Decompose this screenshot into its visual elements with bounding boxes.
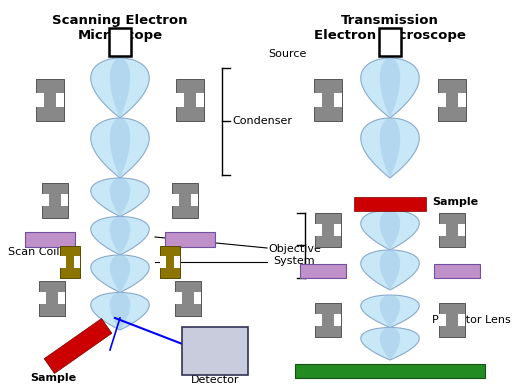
Bar bbox=[438, 93, 446, 107]
Bar bbox=[60, 194, 68, 206]
Polygon shape bbox=[91, 293, 149, 330]
Bar bbox=[438, 79, 466, 121]
Bar bbox=[196, 93, 204, 107]
Bar bbox=[42, 194, 49, 206]
Polygon shape bbox=[91, 118, 149, 178]
Bar bbox=[60, 256, 66, 268]
Bar bbox=[354, 197, 426, 211]
Bar bbox=[160, 246, 180, 278]
Polygon shape bbox=[380, 118, 400, 178]
Bar bbox=[176, 93, 184, 107]
Bar bbox=[36, 93, 44, 107]
Bar bbox=[315, 213, 341, 247]
Text: Condenser: Condenser bbox=[232, 116, 292, 126]
Text: Projector Lens: Projector Lens bbox=[432, 315, 511, 325]
Text: Scan Coils: Scan Coils bbox=[8, 247, 65, 257]
Bar bbox=[314, 79, 342, 121]
Polygon shape bbox=[91, 58, 149, 118]
Text: Screen: Screen bbox=[435, 366, 478, 376]
Text: Transmission
Electron Microscope: Transmission Electron Microscope bbox=[314, 14, 466, 42]
Polygon shape bbox=[110, 293, 130, 330]
Text: Sample: Sample bbox=[30, 373, 76, 383]
Polygon shape bbox=[110, 118, 130, 178]
Bar bbox=[176, 79, 204, 121]
Bar bbox=[315, 314, 322, 326]
Polygon shape bbox=[361, 210, 419, 250]
Polygon shape bbox=[361, 58, 419, 118]
Bar bbox=[74, 256, 80, 268]
Bar bbox=[175, 256, 180, 268]
Bar bbox=[172, 182, 198, 217]
Bar bbox=[36, 79, 64, 121]
Bar bbox=[439, 213, 465, 247]
Bar bbox=[44, 319, 112, 373]
Bar bbox=[42, 182, 68, 217]
Polygon shape bbox=[380, 328, 400, 360]
Bar bbox=[295, 364, 485, 378]
Bar bbox=[315, 224, 322, 236]
Bar bbox=[56, 93, 64, 107]
Text: Objective
System: Objective System bbox=[268, 244, 321, 266]
Bar bbox=[109, 28, 131, 56]
Bar bbox=[439, 314, 446, 326]
Polygon shape bbox=[361, 295, 419, 328]
Bar bbox=[194, 292, 201, 304]
Polygon shape bbox=[380, 58, 400, 118]
Polygon shape bbox=[110, 217, 130, 255]
Polygon shape bbox=[380, 250, 400, 290]
Polygon shape bbox=[361, 250, 419, 290]
Bar bbox=[458, 314, 465, 326]
Polygon shape bbox=[91, 217, 149, 255]
Bar bbox=[39, 280, 65, 315]
Bar bbox=[160, 256, 166, 268]
Polygon shape bbox=[380, 295, 400, 328]
Bar bbox=[25, 232, 75, 247]
Bar bbox=[175, 292, 183, 304]
Bar bbox=[458, 93, 466, 107]
Bar bbox=[333, 224, 341, 236]
Bar bbox=[315, 303, 341, 337]
Polygon shape bbox=[110, 58, 130, 118]
Text: Detector: Detector bbox=[191, 375, 239, 385]
Bar bbox=[314, 93, 322, 107]
Polygon shape bbox=[91, 255, 149, 293]
Bar bbox=[333, 314, 341, 326]
Bar bbox=[300, 264, 346, 278]
Text: Scanning Electron
Microscope: Scanning Electron Microscope bbox=[52, 14, 188, 42]
Bar bbox=[191, 194, 198, 206]
Bar bbox=[379, 28, 401, 56]
Bar bbox=[175, 280, 201, 315]
Polygon shape bbox=[91, 178, 149, 217]
Bar bbox=[458, 224, 465, 236]
FancyBboxPatch shape bbox=[182, 327, 248, 375]
Bar bbox=[39, 292, 46, 304]
Bar bbox=[165, 232, 215, 247]
Bar bbox=[434, 264, 480, 278]
Bar bbox=[439, 303, 465, 337]
Polygon shape bbox=[361, 328, 419, 360]
Bar bbox=[60, 246, 80, 278]
Polygon shape bbox=[380, 210, 400, 250]
Bar bbox=[58, 292, 65, 304]
Polygon shape bbox=[110, 178, 130, 217]
Polygon shape bbox=[110, 255, 130, 293]
Bar bbox=[334, 93, 342, 107]
Text: Sample: Sample bbox=[432, 197, 478, 207]
Polygon shape bbox=[361, 118, 419, 178]
Text: Source: Source bbox=[268, 49, 306, 59]
Bar bbox=[439, 224, 446, 236]
Bar bbox=[172, 194, 179, 206]
